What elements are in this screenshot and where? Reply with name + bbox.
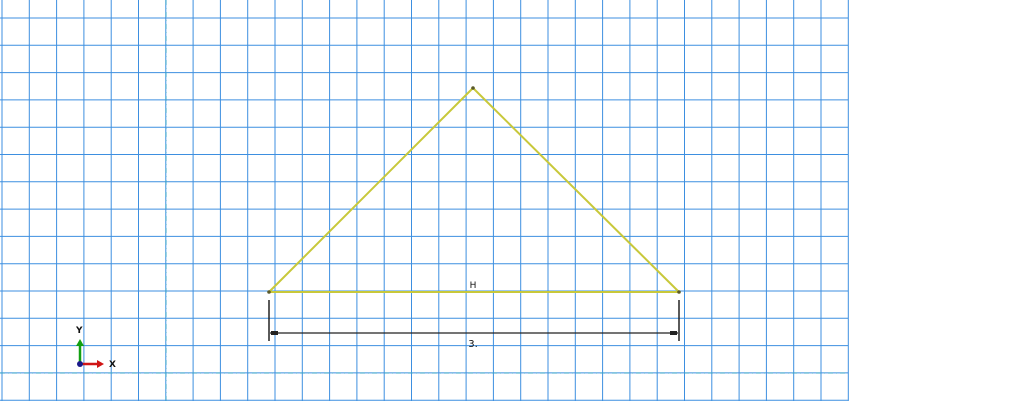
dimension-value-label[interactable]: 3. (468, 339, 478, 350)
triad-x-arrowhead (97, 360, 104, 368)
triad-x-label: X (109, 360, 116, 370)
right-edge[interactable] (472, 87, 680, 293)
base-length-dimension[interactable]: 3. (268, 300, 680, 350)
triad-y-arrowhead (76, 339, 84, 346)
triangle-sketch[interactable] (267, 86, 681, 294)
vertex-point-left[interactable] (267, 290, 271, 294)
vertex-point-right[interactable] (677, 290, 681, 294)
triad-y-label: Y (75, 326, 83, 336)
dimension-arrow-right (670, 331, 677, 335)
triad-origin (77, 361, 83, 367)
dimension-arrow-left (271, 331, 278, 335)
xy-axis-triad-icon: Y X (75, 326, 116, 370)
vertex-point-apex[interactable] (471, 86, 475, 90)
left-edge[interactable] (268, 87, 474, 293)
horizontal-constraint-label[interactable]: H (470, 281, 477, 291)
sketch-grid (0, 0, 849, 401)
